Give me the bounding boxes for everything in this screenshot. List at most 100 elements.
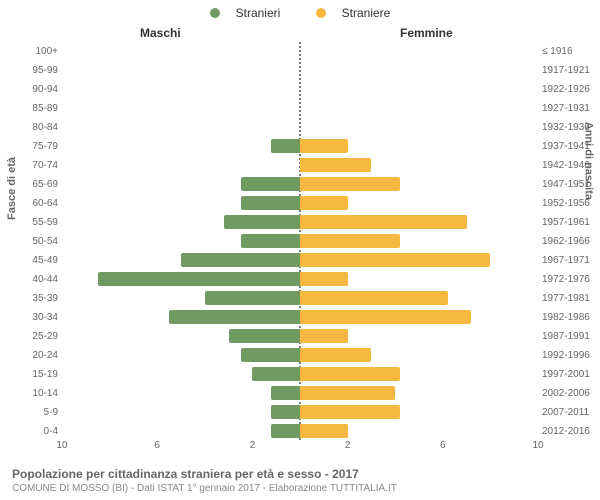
bar-male: [169, 310, 300, 324]
birth-year-label: 1997-2001: [542, 365, 596, 384]
bar-male: [252, 367, 300, 381]
age-range-label: 85-89: [10, 99, 58, 118]
x-tick: 2: [345, 440, 351, 451]
bar-female: [300, 139, 348, 153]
x-tick: 10: [532, 440, 543, 451]
age-row: 60-641952-1956: [62, 194, 538, 213]
bar-male: [271, 386, 300, 400]
column-title-female: Femmine: [400, 26, 453, 40]
bar-male: [241, 348, 301, 362]
footer-title: Popolazione per cittadinanza straniera p…: [12, 467, 588, 481]
birth-year-label: 1962-1966: [542, 232, 596, 251]
birth-year-label: 1967-1971: [542, 251, 596, 270]
age-row: 95-991917-1921: [62, 61, 538, 80]
bar-female: [300, 348, 371, 362]
birth-year-label: 1922-1926: [542, 80, 596, 99]
legend-swatch-female: [316, 8, 326, 18]
x-tick: 6: [154, 440, 160, 451]
age-range-label: 70-74: [10, 156, 58, 175]
bar-female: [300, 329, 348, 343]
bar-male: [241, 234, 301, 248]
bar-male: [241, 177, 301, 191]
legend-label-female: Straniere: [342, 6, 391, 20]
birth-year-label: ≤ 1916: [542, 42, 596, 61]
legend-swatch-male: [210, 8, 220, 18]
age-range-label: 55-59: [10, 213, 58, 232]
age-range-label: 80-84: [10, 118, 58, 137]
birth-year-label: 2007-2011: [542, 403, 596, 422]
age-row: 55-591957-1961: [62, 213, 538, 232]
bar-female: [300, 215, 467, 229]
bar-male: [229, 329, 300, 343]
bar-male: [271, 139, 300, 153]
birth-year-label: 1982-1986: [542, 308, 596, 327]
age-row: 25-291987-1991: [62, 327, 538, 346]
age-row: 15-191997-2001: [62, 365, 538, 384]
footer-subtitle: COMUNE DI MOSSO (BI) - Dati ISTAT 1° gen…: [12, 483, 588, 494]
bar-female: [300, 158, 371, 172]
age-row: 65-691947-1951: [62, 175, 538, 194]
bar-male: [205, 291, 300, 305]
age-row: 20-241992-1996: [62, 346, 538, 365]
age-row: 85-891927-1931: [62, 99, 538, 118]
birth-year-label: 2012-2016: [542, 422, 596, 441]
age-range-label: 15-19: [10, 365, 58, 384]
bar-female: [300, 234, 400, 248]
age-range-label: 30-34: [10, 308, 58, 327]
bar-female: [300, 177, 400, 191]
age-range-label: 60-64: [10, 194, 58, 213]
age-range-label: 65-69: [10, 175, 58, 194]
chart-footer: Popolazione per cittadinanza straniera p…: [12, 467, 588, 494]
bar-male: [181, 253, 300, 267]
bar-male: [271, 405, 300, 419]
age-row: 10-142002-2006: [62, 384, 538, 403]
age-range-label: 100+: [10, 42, 58, 61]
bar-female: [300, 272, 348, 286]
age-row: 50-541962-1966: [62, 232, 538, 251]
plot-area: 100+≤ 191695-991917-192190-941922-192685…: [62, 42, 538, 440]
age-row: 90-941922-1926: [62, 80, 538, 99]
age-row: 70-741942-1946: [62, 156, 538, 175]
age-row: 80-841932-1936: [62, 118, 538, 137]
birth-year-label: 1932-1936: [542, 118, 596, 137]
bar-female: [300, 367, 400, 381]
birth-year-label: 1942-1946: [542, 156, 596, 175]
birth-year-label: 1987-1991: [542, 327, 596, 346]
age-row: 40-441972-1976: [62, 270, 538, 289]
bar-female: [300, 291, 448, 305]
birth-year-label: 1992-1996: [542, 346, 596, 365]
birth-year-label: 2002-2006: [542, 384, 596, 403]
age-range-label: 90-94: [10, 80, 58, 99]
age-range-label: 35-39: [10, 289, 58, 308]
age-range-label: 5-9: [10, 403, 58, 422]
age-range-label: 45-49: [10, 251, 58, 270]
birth-year-label: 1947-1951: [542, 175, 596, 194]
birth-year-label: 1937-1941: [542, 137, 596, 156]
birth-year-label: 1952-1956: [542, 194, 596, 213]
birth-year-label: 1917-1921: [542, 61, 596, 80]
bar-female: [300, 424, 348, 438]
age-range-label: 75-79: [10, 137, 58, 156]
birth-year-label: 1972-1976: [542, 270, 596, 289]
age-range-label: 25-29: [10, 327, 58, 346]
legend-label-male: Stranieri: [236, 6, 281, 20]
birth-year-label: 1957-1961: [542, 213, 596, 232]
age-range-label: 0-4: [10, 422, 58, 441]
age-row: 30-341982-1986: [62, 308, 538, 327]
age-range-label: 50-54: [10, 232, 58, 251]
age-row: 75-791937-1941: [62, 137, 538, 156]
legend-item-male: Stranieri: [202, 6, 289, 20]
age-row: 100+≤ 1916: [62, 42, 538, 61]
bar-female: [300, 310, 471, 324]
x-tick: 2: [250, 440, 256, 451]
age-row: 45-491967-1971: [62, 251, 538, 270]
bar-female: [300, 386, 395, 400]
bar-female: [300, 196, 348, 210]
birth-year-label: 1977-1981: [542, 289, 596, 308]
population-pyramid-chart: Stranieri Straniere Maschi Femmine Fasce…: [0, 0, 600, 500]
age-range-label: 10-14: [10, 384, 58, 403]
age-range-label: 40-44: [10, 270, 58, 289]
bar-male: [271, 424, 300, 438]
bar-male: [224, 215, 300, 229]
x-tick: 10: [56, 440, 67, 451]
